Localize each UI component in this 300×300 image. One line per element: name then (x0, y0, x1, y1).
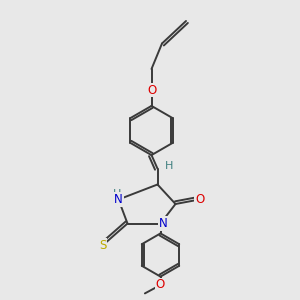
Text: H: H (165, 160, 173, 171)
Text: S: S (99, 239, 106, 252)
Text: N: N (114, 193, 123, 206)
Text: N: N (158, 217, 167, 230)
Text: H: H (113, 189, 121, 199)
Text: O: O (147, 83, 156, 97)
Text: O: O (156, 278, 165, 292)
Text: O: O (195, 193, 204, 206)
